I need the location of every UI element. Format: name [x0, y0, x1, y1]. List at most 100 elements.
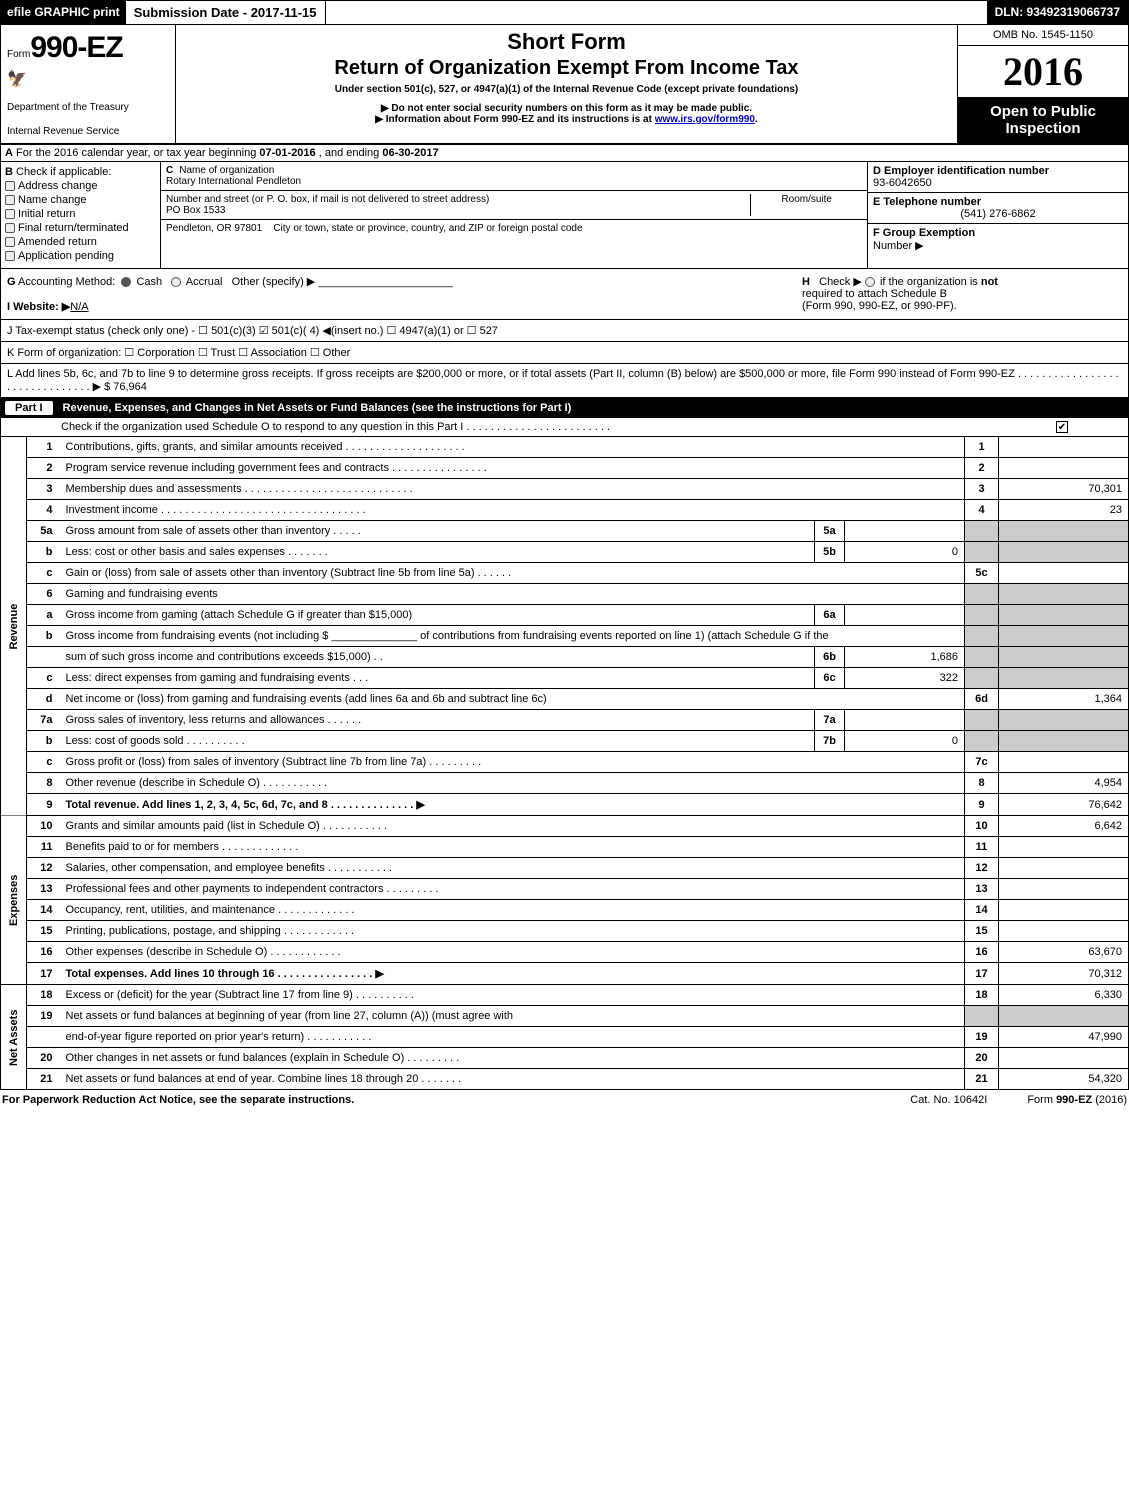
line-desc: Gross income from gaming (attach Schedul… — [61, 605, 815, 626]
line-number: 10 — [27, 816, 61, 837]
line-value — [999, 879, 1129, 900]
irs-link[interactable]: www.irs.gov/form990 — [655, 114, 755, 125]
gross-receipts: $ 76,964 — [104, 381, 147, 393]
inner-line-number: 6a — [815, 605, 845, 626]
line-desc: Grants and similar amounts paid (list in… — [61, 816, 965, 837]
line-l-gross-receipts: L Add lines 5b, 6c, and 7b to line 9 to … — [0, 364, 1129, 398]
line-value-shaded — [999, 710, 1129, 731]
form-number: Form990-EZ — [7, 31, 169, 65]
side-label-expenses: Expenses — [1, 816, 27, 985]
line-number: 18 — [27, 985, 61, 1006]
checkbox-icon — [5, 195, 15, 205]
inner-value: 322 — [845, 668, 965, 689]
line-desc: sum of such gross income and contributio… — [61, 647, 815, 668]
chk-amended-return[interactable]: Amended return — [5, 236, 156, 248]
website: N/A — [70, 301, 88, 313]
chk-application-pending[interactable]: Application pending — [5, 250, 156, 262]
line-desc: Benefits paid to or for members . . . . … — [61, 837, 965, 858]
line-box: 13 — [965, 879, 999, 900]
line-number: 9 — [27, 794, 61, 816]
dln-number: DLN: 93492319066737 — [987, 1, 1128, 24]
omb-number: OMB No. 1545-1150 — [958, 25, 1128, 46]
schedule-o-checkbox[interactable]: ✔ — [1056, 421, 1068, 433]
line-number: d — [27, 689, 61, 710]
top-bar: efile GRAPHIC print Submission Date - 20… — [0, 0, 1129, 25]
line-value: 63,670 — [999, 942, 1129, 963]
main-info-block: B Check if applicable: Address change Na… — [0, 162, 1129, 269]
line-number: 13 — [27, 879, 61, 900]
line-value-shaded — [999, 731, 1129, 752]
column-b-checkboxes: B Check if applicable: Address change Na… — [1, 162, 161, 268]
address: PO Box 1533 — [166, 205, 225, 216]
line-value-shaded — [999, 1006, 1129, 1027]
line-value — [999, 752, 1129, 773]
line-number: 2 — [27, 458, 61, 479]
lines-table: Revenue1Contributions, gifts, grants, an… — [0, 437, 1129, 1090]
line-desc: Net assets or fund balances at beginning… — [61, 1006, 965, 1027]
line-desc: Total revenue. Add lines 1, 2, 3, 4, 5c,… — [61, 794, 965, 816]
line-value — [999, 1048, 1129, 1069]
line-desc: Other expenses (describe in Schedule O) … — [61, 942, 965, 963]
line-number: b — [27, 626, 61, 647]
checkbox-icon — [5, 223, 15, 233]
radio-accrual[interactable] — [171, 277, 181, 287]
check-h[interactable] — [865, 277, 875, 287]
chk-name-change[interactable]: Name change — [5, 194, 156, 206]
inner-line-number: 5a — [815, 521, 845, 542]
line-value — [999, 437, 1129, 458]
line-number: 6 — [27, 584, 61, 605]
line-box: 19 — [965, 1027, 999, 1048]
line-box: 8 — [965, 773, 999, 794]
form-header: Form990-EZ 🦅 Department of the Treasury … — [0, 25, 1129, 145]
line-value — [999, 563, 1129, 584]
line-j-tax-exempt: J Tax-exempt status (check only one) - ☐… — [0, 320, 1129, 342]
line-k-form-org: K Form of organization: ☐ Corporation ☐ … — [0, 342, 1129, 364]
line-desc: Other revenue (describe in Schedule O) .… — [61, 773, 965, 794]
line-value: 6,642 — [999, 816, 1129, 837]
line-desc: Excess or (deficit) for the year (Subtra… — [61, 985, 965, 1006]
chk-final-return[interactable]: Final return/terminated — [5, 222, 156, 234]
accounting-method-row: G Accounting Method: Cash Accrual Other … — [0, 269, 1129, 320]
line-box: 4 — [965, 500, 999, 521]
line-desc: Less: cost or other basis and sales expe… — [61, 542, 815, 563]
line-number: a — [27, 605, 61, 626]
line-desc: Contributions, gifts, grants, and simila… — [61, 437, 965, 458]
line-box: 16 — [965, 942, 999, 963]
checkbox-icon — [5, 237, 15, 247]
line-number: 1 — [27, 437, 61, 458]
org-name: Rotary International Pendleton — [166, 176, 301, 187]
line-box: 7c — [965, 752, 999, 773]
inner-value — [845, 521, 965, 542]
column-c-org-info: CName of organization Rotary Internation… — [161, 162, 868, 268]
radio-cash[interactable] — [121, 277, 131, 287]
address-row: Number and street (or P. O. box, if mail… — [161, 191, 867, 220]
checkbox-icon — [5, 251, 15, 261]
catalog-number: Cat. No. 10642I — [910, 1094, 987, 1106]
line-box: 9 — [965, 794, 999, 816]
line-number: 5a — [27, 521, 61, 542]
line-desc: Occupancy, rent, utilities, and maintena… — [61, 900, 965, 921]
line-number: 19 — [27, 1006, 61, 1027]
line-value — [999, 458, 1129, 479]
line-value: 23 — [999, 500, 1129, 521]
line-desc: Salaries, other compensation, and employ… — [61, 858, 965, 879]
form-ref: Form 990-EZ (2016) — [1027, 1094, 1127, 1106]
city-row: Pendleton, OR 97801 City or town, state … — [161, 220, 867, 237]
subtitle: Under section 501(c), 527, or 4947(a)(1)… — [335, 84, 798, 95]
part-1-subheader: Check if the organization used Schedule … — [0, 418, 1129, 437]
treasury-seal-icon: 🦅 — [7, 69, 169, 89]
line-box: 2 — [965, 458, 999, 479]
line-box: 21 — [965, 1069, 999, 1090]
line-value-shaded — [999, 584, 1129, 605]
title-cell: Short Form Return of Organization Exempt… — [176, 25, 958, 143]
line-value: 4,954 — [999, 773, 1129, 794]
line-box: 1 — [965, 437, 999, 458]
line-box-shaded — [965, 584, 999, 605]
line-box: 18 — [965, 985, 999, 1006]
room-suite: Room/suite — [750, 194, 862, 216]
line-number: 17 — [27, 963, 61, 985]
efile-print-button[interactable]: efile GRAPHIC print — [1, 1, 126, 24]
inner-line-number: 6c — [815, 668, 845, 689]
chk-address-change[interactable]: Address change — [5, 180, 156, 192]
chk-initial-return[interactable]: Initial return — [5, 208, 156, 220]
